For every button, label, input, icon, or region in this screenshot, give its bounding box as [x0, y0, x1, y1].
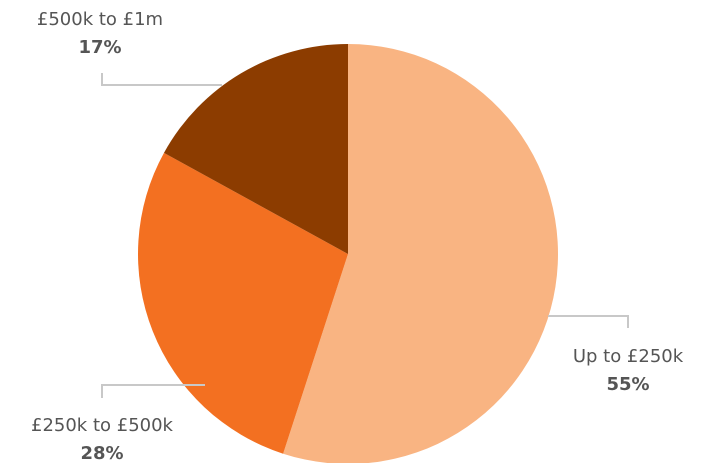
pie-slice: [163, 44, 348, 254]
slice-label: Up to £250k: [573, 346, 684, 367]
slice-value-label: 28%: [80, 443, 123, 463]
pie-slice: [138, 152, 348, 454]
slice-label: £500k to £1m: [37, 9, 163, 30]
leader-line: [101, 384, 205, 398]
leader-line: [101, 73, 222, 86]
pie-slice: [283, 44, 558, 463]
slice-value-label: 17%: [78, 37, 121, 58]
leader-line: [548, 315, 629, 328]
slice-label: £250k to £500k: [31, 415, 174, 436]
slice-value-label: 55%: [606, 374, 649, 395]
